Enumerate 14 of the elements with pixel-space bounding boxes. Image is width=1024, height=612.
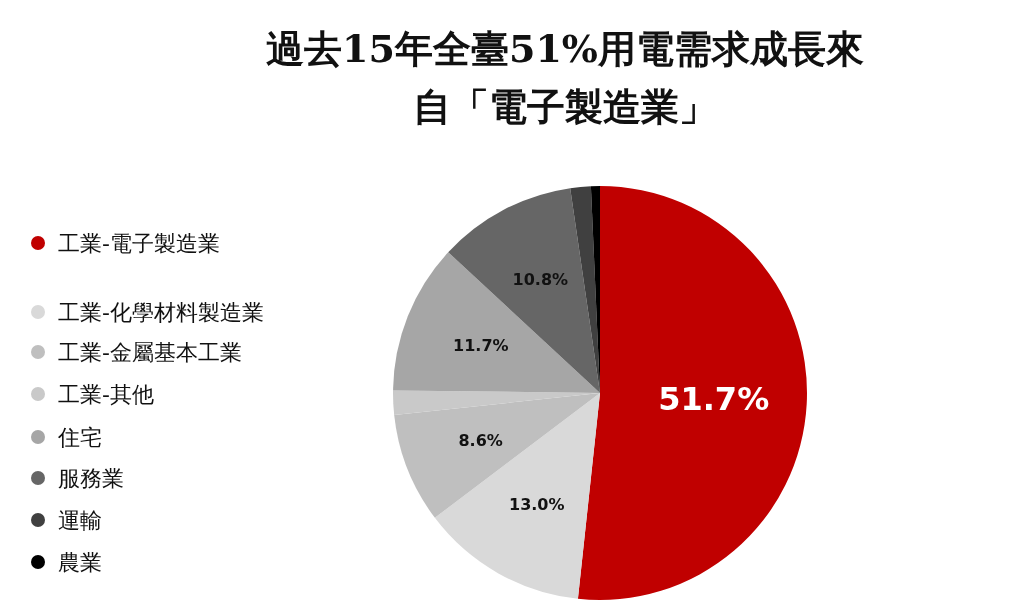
data-label: 51.7% — [658, 380, 770, 419]
legend-label: 工業-電子製造業 — [58, 230, 220, 256]
legend-label: 工業-金屬基本工業 — [58, 339, 242, 365]
data-label: 13.0% — [509, 495, 565, 515]
legend-label: 農業 — [58, 549, 102, 575]
legend-label: 工業-其他 — [58, 381, 154, 407]
legend-label: 住宅 — [57, 424, 102, 450]
data-label: 10.8% — [512, 269, 569, 289]
legend-label: 運輸 — [58, 507, 102, 533]
data-label: 11.7% — [453, 335, 509, 355]
data-label: 8.6% — [458, 430, 503, 450]
legend-label: 服務業 — [58, 465, 124, 491]
chart-title: 過去15年全臺51%用電需求成長來自「電子製造業」 — [266, 26, 864, 129]
legend-label: 工業-化學材料製造業 — [58, 299, 264, 325]
